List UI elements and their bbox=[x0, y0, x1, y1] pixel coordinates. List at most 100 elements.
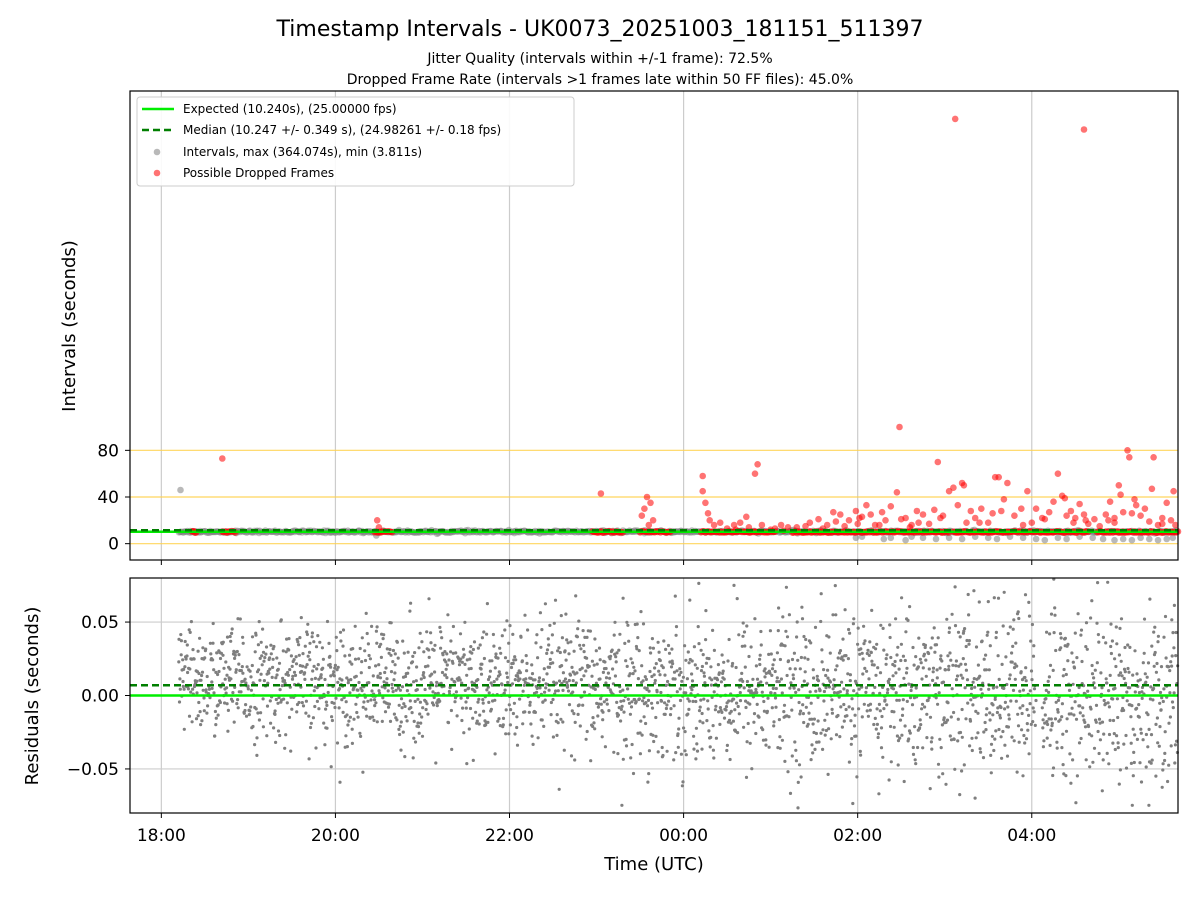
residual-point bbox=[647, 772, 651, 776]
residual-point bbox=[652, 739, 656, 744]
interval-point bbox=[1128, 536, 1136, 544]
residual-point bbox=[1132, 760, 1136, 765]
dropped-frame-point bbox=[1117, 491, 1124, 499]
residual-point bbox=[1089, 616, 1093, 620]
residual-point bbox=[656, 750, 660, 754]
residual-point bbox=[399, 748, 403, 752]
dropped-frame-point bbox=[777, 521, 785, 529]
residual-point bbox=[260, 663, 264, 667]
residual-point bbox=[601, 718, 605, 722]
residual-point bbox=[471, 647, 475, 652]
residual-point bbox=[873, 685, 877, 690]
residual-point bbox=[702, 697, 706, 701]
residual-point bbox=[588, 629, 593, 633]
residual-point bbox=[582, 690, 587, 694]
residual-point bbox=[308, 725, 313, 730]
residual-point bbox=[1032, 687, 1037, 691]
residual-point bbox=[257, 620, 261, 624]
residual-point bbox=[674, 633, 678, 637]
residual-point bbox=[367, 681, 371, 685]
interval-point bbox=[1169, 534, 1177, 542]
residual-point bbox=[928, 787, 932, 791]
residual-point bbox=[381, 637, 385, 641]
residual-point bbox=[902, 676, 906, 680]
residual-point bbox=[648, 669, 652, 674]
residual-point bbox=[643, 675, 647, 679]
residual-point bbox=[337, 687, 342, 691]
residual-point bbox=[842, 702, 846, 707]
residual-point bbox=[1109, 651, 1113, 656]
residual-point bbox=[265, 734, 269, 738]
residual-point bbox=[314, 645, 319, 649]
residual-point bbox=[698, 705, 702, 709]
residual-point bbox=[901, 698, 905, 702]
residual-point bbox=[349, 678, 353, 682]
residual-point bbox=[954, 659, 959, 663]
residual-point bbox=[663, 712, 667, 717]
residual-point bbox=[735, 597, 739, 601]
residual-point bbox=[914, 762, 918, 766]
residual-point bbox=[799, 655, 804, 660]
residual-point bbox=[225, 702, 229, 706]
residual-point bbox=[658, 673, 662, 677]
dropped-frame-point bbox=[1102, 511, 1110, 518]
residual-point bbox=[1028, 702, 1032, 706]
residual-point bbox=[619, 707, 624, 712]
residual-point bbox=[901, 654, 906, 658]
dropped-frame-point bbox=[802, 522, 809, 530]
residual-point bbox=[1125, 699, 1129, 703]
residual-point bbox=[567, 678, 571, 683]
residual-point bbox=[638, 752, 643, 756]
residual-point bbox=[508, 723, 512, 727]
residual-point bbox=[904, 671, 909, 675]
residual-point bbox=[618, 632, 622, 636]
residual-point bbox=[898, 718, 903, 722]
residual-point bbox=[556, 689, 560, 693]
residual-point bbox=[749, 645, 753, 649]
residual-point bbox=[948, 734, 952, 738]
residual-point bbox=[1170, 654, 1174, 658]
residual-point bbox=[1166, 779, 1170, 784]
residual-point bbox=[868, 708, 872, 712]
residual-point bbox=[315, 686, 319, 690]
residual-point bbox=[485, 688, 489, 692]
residual-point bbox=[454, 651, 458, 655]
residual-point bbox=[451, 651, 455, 655]
residual-point bbox=[563, 677, 568, 681]
dropped-frame-point bbox=[1050, 498, 1057, 506]
residual-point bbox=[216, 672, 220, 677]
residual-point bbox=[984, 653, 988, 657]
residual-point bbox=[918, 657, 923, 661]
residual-point bbox=[566, 683, 570, 688]
residual-point bbox=[1170, 664, 1174, 668]
residual-point bbox=[1174, 630, 1178, 635]
residual-point bbox=[802, 679, 806, 683]
residual-point bbox=[269, 652, 273, 656]
residual-point bbox=[1068, 752, 1072, 756]
residual-point bbox=[1163, 614, 1168, 619]
residual-point bbox=[535, 686, 539, 691]
residual-point bbox=[1043, 713, 1047, 717]
residual-point bbox=[234, 668, 238, 672]
residual-point bbox=[765, 681, 769, 685]
residual-point bbox=[645, 686, 649, 691]
residual-point bbox=[811, 668, 815, 672]
residual-point bbox=[956, 739, 960, 743]
residual-point bbox=[964, 717, 968, 721]
residual-point bbox=[892, 710, 896, 714]
residual-point bbox=[876, 666, 880, 670]
residual-point bbox=[846, 657, 851, 661]
residual-point bbox=[413, 699, 417, 704]
residual-point bbox=[363, 649, 367, 653]
residual-point bbox=[187, 714, 192, 718]
residual-point bbox=[464, 706, 468, 710]
residual-point bbox=[858, 652, 862, 656]
residual-point bbox=[812, 717, 817, 721]
residual-point bbox=[284, 733, 288, 737]
residual-point bbox=[398, 724, 402, 728]
residual-point bbox=[1048, 663, 1053, 668]
residual-point bbox=[344, 700, 348, 704]
residual-point bbox=[488, 675, 492, 679]
residual-point bbox=[398, 688, 402, 692]
